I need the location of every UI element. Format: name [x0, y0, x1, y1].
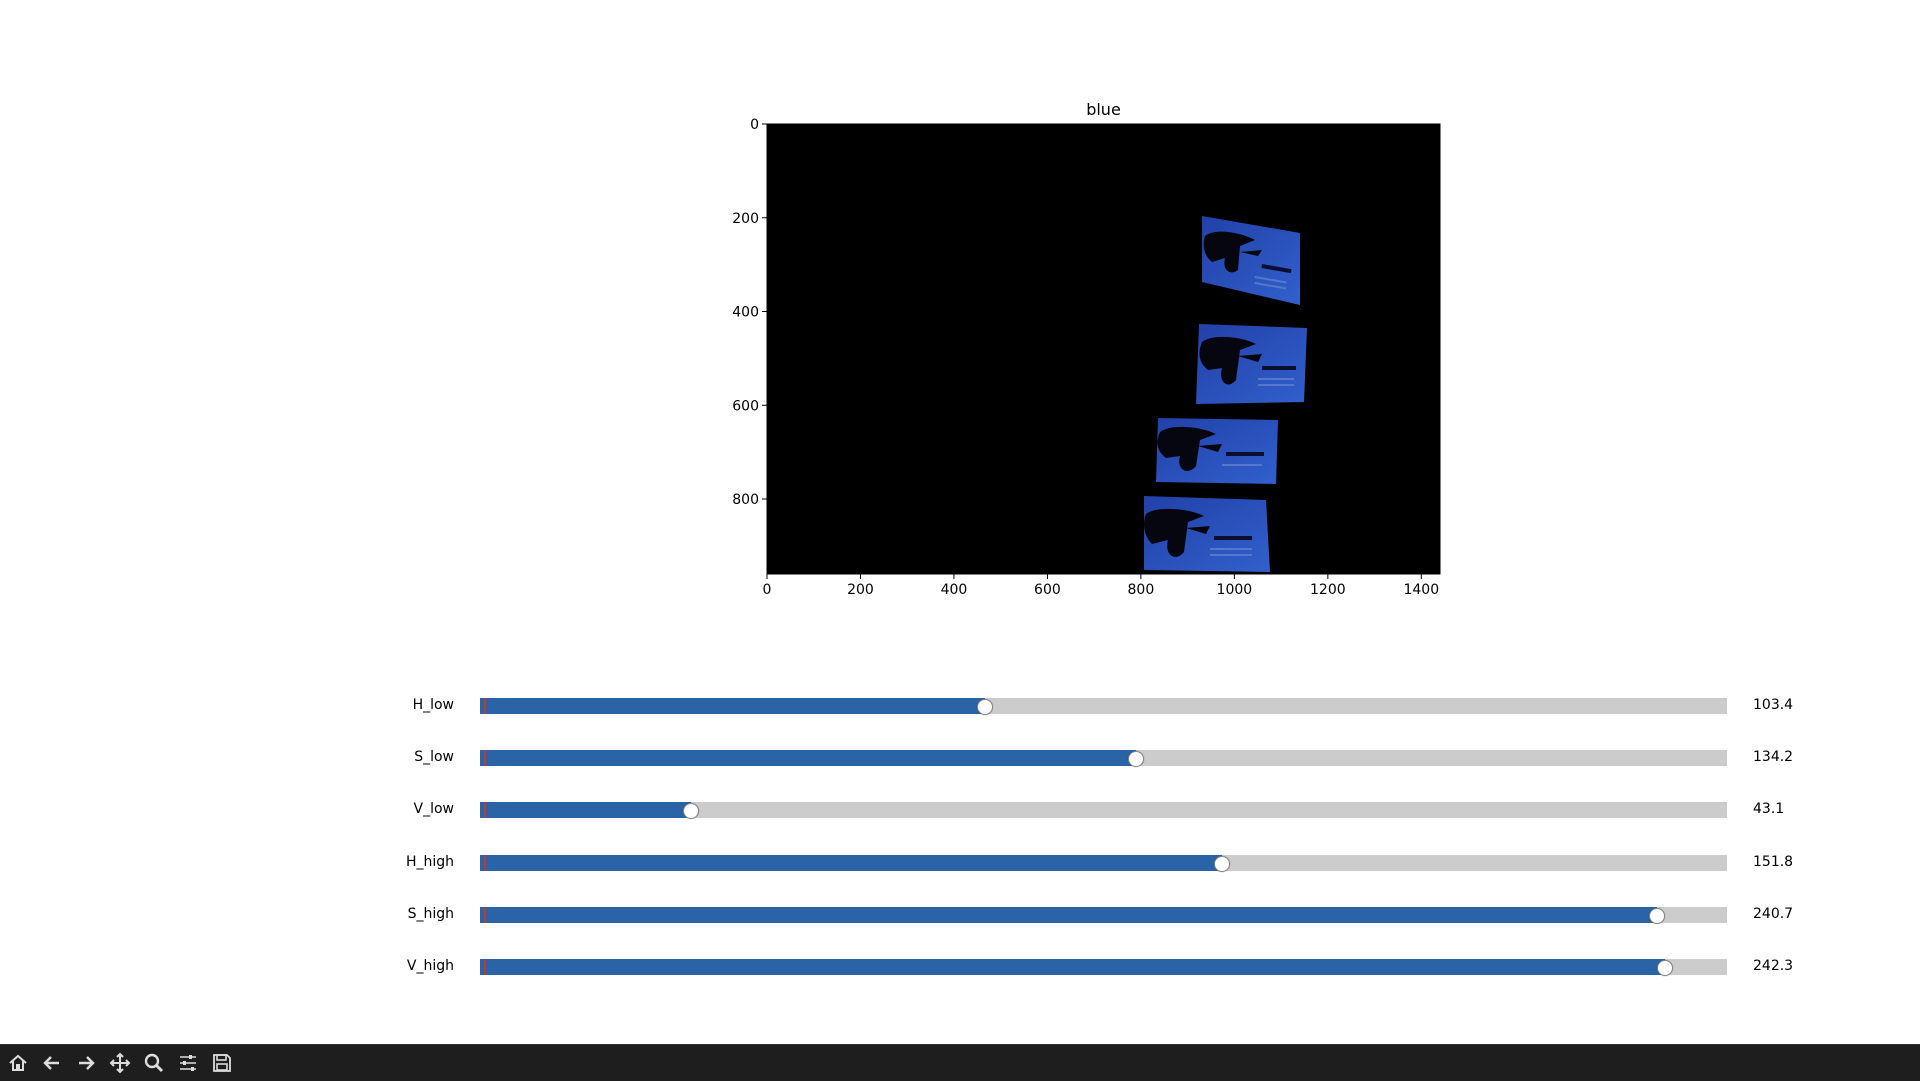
home-icon [9, 1054, 27, 1071]
x-tick-label: 600 [1034, 582, 1061, 598]
image-plot[interactable]: 0 200 400 600 800 1000 1200 1400 0 200 400 600 800 [0, 0, 1920, 640]
slider-initial-marker [484, 854, 486, 871]
slider-track-h-high[interactable] [480, 854, 1727, 872]
business-card-4 [1144, 496, 1270, 572]
slider-label-s-high: S_high [407, 905, 454, 922]
x-tick-label: 1400 [1403, 582, 1439, 598]
slider-track-h-low[interactable] [480, 698, 1727, 715]
x-tick-label: 200 [847, 582, 874, 598]
zoom-button[interactable] [139, 1049, 169, 1077]
figure-canvas: blue [0, 0, 1920, 976]
x-tick-label: 1200 [1310, 582, 1346, 598]
x-tick-label: 0 [763, 582, 772, 598]
magnifier-icon [144, 1053, 164, 1073]
slider-handle[interactable] [1213, 855, 1230, 872]
slider-fill [480, 750, 1136, 767]
slider-label-h-low: H_low [412, 697, 454, 713]
business-card-2 [1196, 324, 1307, 404]
y-tick-label: 200 [732, 211, 759, 227]
x-tick-label: 400 [941, 582, 968, 598]
y-tick-label: 0 [750, 117, 759, 133]
slider-track-s-low[interactable] [480, 750, 1727, 768]
slider-value-v-high: 242.3 [1753, 958, 1794, 974]
slider-handle[interactable] [977, 699, 994, 715]
slider-handle[interactable] [1127, 751, 1144, 768]
forward-button[interactable] [71, 1049, 101, 1077]
slider-fill [480, 854, 1222, 871]
slider-fill [480, 959, 1665, 975]
slider-track-v-low[interactable] [480, 802, 1727, 820]
sliders-icon [180, 1055, 196, 1071]
slider-initial-marker [484, 906, 486, 923]
slider-value-s-low: 134.2 [1753, 749, 1794, 766]
navigation-toolbar [0, 1044, 1920, 1081]
y-tick-label: 400 [732, 305, 759, 321]
slider-value-h-low: 103.4 [1753, 697, 1794, 713]
slider-handle[interactable] [1649, 907, 1666, 924]
arrow-left-icon [43, 1056, 59, 1070]
image-area [767, 124, 1440, 574]
slider-label-s-low: S_low [414, 749, 454, 766]
x-tick-label: 1000 [1217, 582, 1253, 598]
y-tick-label: 600 [732, 398, 759, 414]
slider-label-v-high: V_high [406, 958, 454, 974]
axes-frame [766, 123, 1441, 575]
slider-label-h-high: H_high [405, 853, 454, 870]
plot-title: blue [1086, 100, 1121, 119]
slider-handle[interactable] [1656, 960, 1673, 976]
save-button[interactable] [207, 1049, 237, 1077]
slider-initial-marker [484, 959, 486, 975]
slider-value-s-high: 240.7 [1753, 905, 1794, 922]
slider-value-v-low: 43.1 [1753, 801, 1785, 818]
business-card-1 [1202, 216, 1300, 305]
slider-fill [480, 906, 1658, 923]
slider-fill [480, 698, 986, 714]
y-tick-label: 800 [732, 492, 759, 508]
arrow-right-icon [79, 1056, 95, 1070]
slider-handle[interactable] [682, 803, 699, 820]
back-button[interactable] [37, 1049, 67, 1077]
pan-button[interactable] [105, 1049, 135, 1077]
x-tick-label: 800 [1128, 582, 1155, 598]
slider-value-h-high: 151.8 [1753, 853, 1794, 870]
save-icon [213, 1054, 231, 1072]
home-button[interactable] [3, 1049, 33, 1077]
slider-initial-marker [484, 802, 486, 819]
slider-initial-marker [484, 750, 486, 767]
slider-initial-marker [484, 698, 486, 714]
slider-track-s-high[interactable] [480, 906, 1727, 924]
move-icon [109, 1052, 131, 1074]
slider-fill [480, 802, 691, 819]
slider-label-v-low: V_low [413, 801, 454, 818]
configure-subplots-button[interactable] [173, 1049, 203, 1077]
slider-track-v-high[interactable] [480, 959, 1727, 976]
business-card-3 [1156, 418, 1278, 484]
